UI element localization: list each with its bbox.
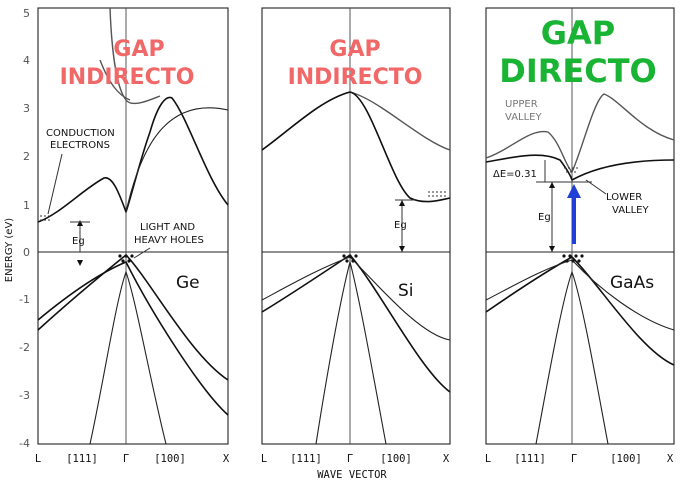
si-eg-label: Eg [394, 220, 407, 231]
ge-conduction-band-2 [125, 107, 229, 213]
x-tick-label: [100] [610, 453, 642, 465]
y-tick-label: -1 [19, 293, 30, 306]
ge-eg-label: Eg [72, 236, 85, 247]
ge-holes-label-2: HEAVY HOLES [134, 235, 204, 246]
ge-upper-band-2 [99, 59, 131, 101]
panel-gaas: ΔE=0.31 Eg UPPER VALLEY LOWER VALLEY GaA… [485, 7, 675, 445]
gaas-eg-label: Eg [538, 212, 551, 223]
ge-holes [118, 254, 134, 263]
x-tick-label: X [667, 453, 674, 465]
ge-upper-band [109, 7, 161, 105]
panel-si-frame [261, 7, 451, 445]
x-tick-label: X [223, 453, 230, 465]
gaas-upper-valley-1: UPPER [505, 99, 538, 110]
ge-gap-title-1: GAP [113, 37, 164, 62]
gaas-conduction-band [485, 154, 675, 181]
gaas-gap-title-1: GAP [541, 14, 615, 52]
si-split-off-band [315, 259, 387, 445]
x-tick-label: X [443, 453, 450, 465]
gaas-upper-valley-2: VALLEY [505, 112, 543, 123]
ge-conduction-label-1: CONDUCTION [46, 128, 115, 139]
ge-gap-title-2: INDIRECTO [60, 65, 195, 90]
ge-conduction-band [37, 96, 229, 223]
si-gap-title-2: INDIRECTO [288, 65, 423, 90]
y-tick-label: 0 [23, 246, 30, 259]
x-tick-label: L [35, 453, 41, 465]
gaas-material-label: GaAs [610, 273, 654, 293]
x-tick-label: Γ [571, 453, 577, 465]
x-tick-label: Γ [123, 453, 129, 465]
y-axis-title: ENERGY (eV) [4, 218, 15, 282]
gaas-valence-light [485, 259, 675, 331]
si-valence-light [261, 256, 451, 341]
panel-ge: Eg CONDUCTION ELECTRONS LIGHT AND HEAVY … [37, 7, 229, 445]
panel-gaas-frame [485, 7, 675, 445]
x-axis-gaas: L [111] Γ [100] X [485, 453, 674, 465]
si-holes [342, 254, 358, 263]
x-axis-si: L [111] Γ [100] X [261, 453, 450, 465]
x-tick-label: L [261, 453, 267, 465]
x-tick-label: [111] [514, 453, 546, 465]
gaas-valence-heavy [485, 256, 675, 366]
si-conduction-band [261, 91, 451, 203]
ge-material-label: Ge [176, 273, 200, 293]
y-tick-label: 5 [23, 7, 30, 20]
ge-conduction-pointer [47, 153, 63, 215]
panel-ge-frame [37, 7, 229, 445]
y-tick-label: 2 [23, 150, 30, 163]
gaas-lower-valley-2: VALLEY [612, 205, 650, 216]
y-tick-label: -4 [19, 437, 30, 450]
si-valence-heavy [261, 254, 451, 393]
x-tick-label: Γ [347, 453, 353, 465]
x-axis-ge: L [111] Γ [100] X [35, 453, 230, 465]
x-axis-title: WAVE VECTOR [317, 469, 387, 481]
ge-valence-light [37, 261, 229, 416]
gaas-split-off-band [535, 270, 609, 445]
x-tick-label: [111] [290, 453, 322, 465]
x-tick-label: [111] [66, 453, 98, 465]
y-tick-label: -3 [19, 389, 30, 402]
ge-split-off-band [89, 270, 167, 445]
y-tick-label: 1 [23, 199, 30, 212]
gaas-gap-title-2: DIRECTO [499, 52, 656, 90]
si-material-label: Si [398, 281, 414, 301]
y-axis: 5 4 3 2 1 0 -1 -2 -3 -4 ENERGY (eV) [4, 7, 30, 450]
gaas-lower-valley-1: LOWER [606, 192, 642, 203]
si-gap-title-1: GAP [329, 37, 380, 62]
y-tick-label: 4 [23, 54, 30, 67]
ge-conduction-label-2: ELECTRONS [50, 140, 110, 151]
panel-si: Eg Si GAP INDIRECTO [261, 7, 451, 445]
gaas-delta-e-label: ΔE=0.31 [493, 169, 537, 180]
ge-holes-label-1: LIGHT AND [140, 222, 195, 233]
x-tick-label: L [485, 453, 491, 465]
gaas-holes [562, 254, 584, 263]
y-tick-label: -2 [19, 341, 30, 354]
x-tick-label: [100] [154, 453, 186, 465]
si-upper-band [261, 91, 451, 151]
y-tick-label: 3 [23, 102, 30, 115]
x-tick-label: [100] [380, 453, 412, 465]
